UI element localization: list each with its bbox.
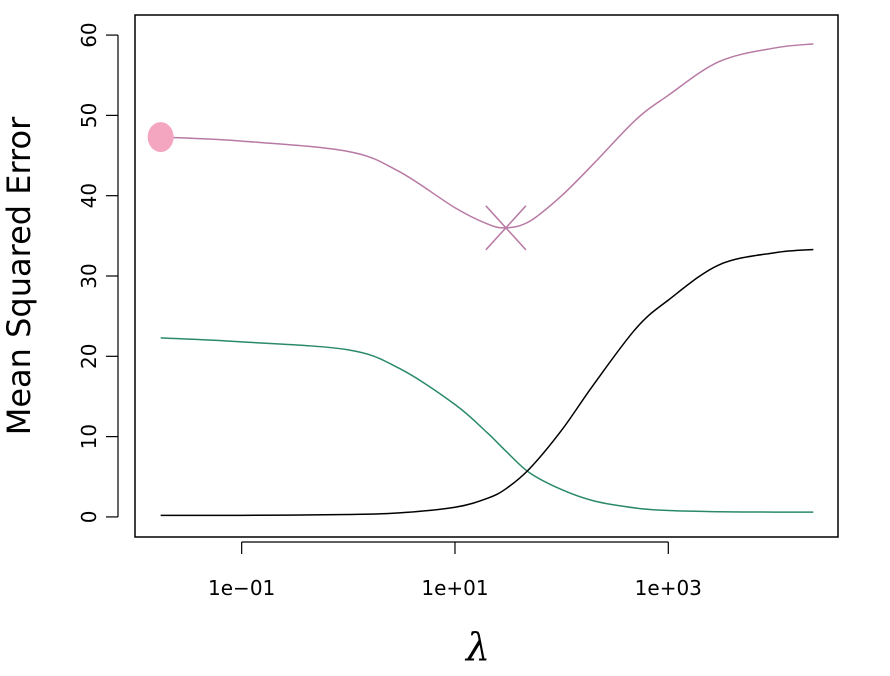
x-axis-label: λ [464, 625, 490, 669]
x-tick-label: 1e+03 [635, 576, 702, 600]
x-tick-label: 1e−01 [208, 576, 275, 600]
min-marker [485, 205, 527, 251]
y-tick-label: 50 [77, 103, 101, 128]
y-tick-label: 0 [77, 511, 101, 524]
line-series [160, 43, 814, 229]
x-tick-label: 1e+01 [421, 576, 488, 600]
line-series [160, 337, 814, 513]
y-tick-label: 30 [77, 263, 101, 288]
y-tick-label: 60 [77, 22, 101, 47]
y-axis-label: Mean Squared Error [0, 116, 38, 435]
y-tick-label: 20 [77, 344, 101, 369]
y-tick-label: 40 [77, 183, 101, 208]
start-marker [147, 122, 174, 153]
plot-frame [134, 14, 839, 538]
line-series [160, 248, 814, 517]
y-tick-label: 10 [77, 424, 101, 449]
